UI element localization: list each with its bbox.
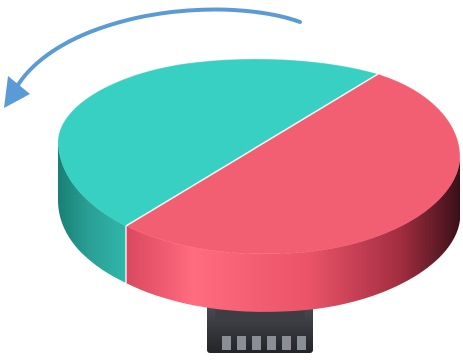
- disc-divider: [125, 73, 379, 227]
- arrow-head: [4, 76, 30, 108]
- chip-pins: [222, 336, 306, 350]
- chip-icon: [207, 305, 313, 353]
- disc-side: [58, 140, 460, 312]
- disc-top-red: [126, 74, 461, 254]
- curved-arrow-counterclockwise-icon: [4, 7, 302, 108]
- disc-side-red: [126, 160, 460, 312]
- disc-top-teal: [58, 58, 378, 226]
- disc-top: [57, 58, 461, 254]
- disc-side-teal: [58, 140, 126, 283]
